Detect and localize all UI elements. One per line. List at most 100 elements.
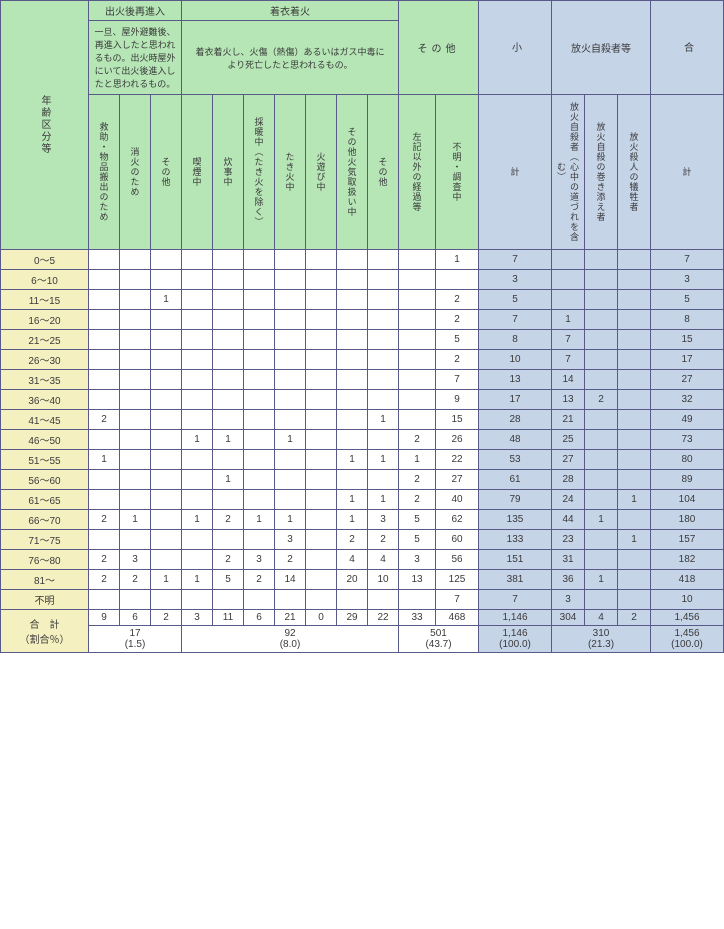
cell: 151 [479,550,552,570]
cell [618,570,651,590]
cell: 25 [552,430,585,450]
row-label: 0～5 [1,250,89,270]
cell: 2 [89,570,120,590]
pct-3: 1,146(100.0) [479,626,552,653]
cell [120,490,151,510]
cell [399,270,436,290]
cell [244,270,275,290]
cell [151,430,182,450]
cell: 1 [151,570,182,590]
cell: 5 [479,290,552,310]
cell [120,330,151,350]
cell [151,470,182,490]
row-label: 81～ [1,570,89,590]
cell [182,330,213,350]
cell [213,350,244,370]
cell: 1 [436,250,479,270]
col-7: 火遊び中 [306,95,337,250]
cell [151,250,182,270]
cell [306,410,337,430]
cell [368,390,399,410]
cell [618,390,651,410]
cell: 10 [479,350,552,370]
cell [585,290,618,310]
cell [399,350,436,370]
cell [337,390,368,410]
cell: 10 [651,590,724,610]
row-label: 66～70 [1,510,89,530]
cell: 418 [651,570,724,590]
cell [89,470,120,490]
cell [89,530,120,550]
cell [399,330,436,350]
cell [275,350,306,370]
cell [182,350,213,370]
cell [213,250,244,270]
cell [120,410,151,430]
h-top-5: 合 [651,1,724,95]
cell: 2 [213,510,244,530]
cell [368,290,399,310]
cell [213,290,244,310]
cell [618,590,651,610]
col-16: 計 [651,95,724,250]
cell: 1 [585,510,618,530]
cell [89,490,120,510]
cell [120,530,151,550]
cell: 135 [479,510,552,530]
cell [618,310,651,330]
cell [244,350,275,370]
cell [244,410,275,430]
pct-0: 17(1.5) [89,626,182,653]
data-row: 26～30210717 [1,350,724,370]
cell: 2 [436,350,479,370]
cell: 27 [436,470,479,490]
cell [585,370,618,390]
cell [275,330,306,350]
cell [399,370,436,390]
cell [368,350,399,370]
cell [368,250,399,270]
cell: 7 [651,250,724,270]
cell: 2 [89,410,120,430]
cell: 20 [337,570,368,590]
data-row: 51～55111122532780 [1,450,724,470]
cell: 7 [552,350,585,370]
row-label: 61～65 [1,490,89,510]
cell [120,290,151,310]
h-top-3: 小 [479,1,552,95]
cell: 2 [89,510,120,530]
cell: 48 [479,430,552,450]
cell [244,430,275,450]
col-0: 救助・物品搬出のため [89,95,120,250]
data-row: 41～452115282149 [1,410,724,430]
data-row: 76～80232324435615131182 [1,550,724,570]
cell [89,390,120,410]
row-label: 76～80 [1,550,89,570]
cell: 36 [552,570,585,590]
cell: 7 [436,370,479,390]
cell [399,410,436,430]
col-9: その他 [368,95,399,250]
cell: 22 [436,450,479,470]
cell: 1 [368,450,399,470]
cell [399,310,436,330]
cell [151,530,182,550]
col-12: 計 [479,95,552,250]
row-label: 不明 [1,590,89,610]
cell [151,370,182,390]
col-8: その他火気取扱い中 [337,95,368,250]
cell [368,370,399,390]
cell [244,490,275,510]
cell: 10 [368,570,399,590]
cell: 27 [651,370,724,390]
rowhead-label: 年齢区分等 [1,1,89,250]
cell [151,450,182,470]
cell [618,470,651,490]
cell [244,370,275,390]
cell: 1 [337,450,368,470]
col-5: 採暖中（たき火を除く） [244,95,275,250]
cell: 9 [436,390,479,410]
cell: 3 [368,510,399,530]
cell: 56 [436,550,479,570]
